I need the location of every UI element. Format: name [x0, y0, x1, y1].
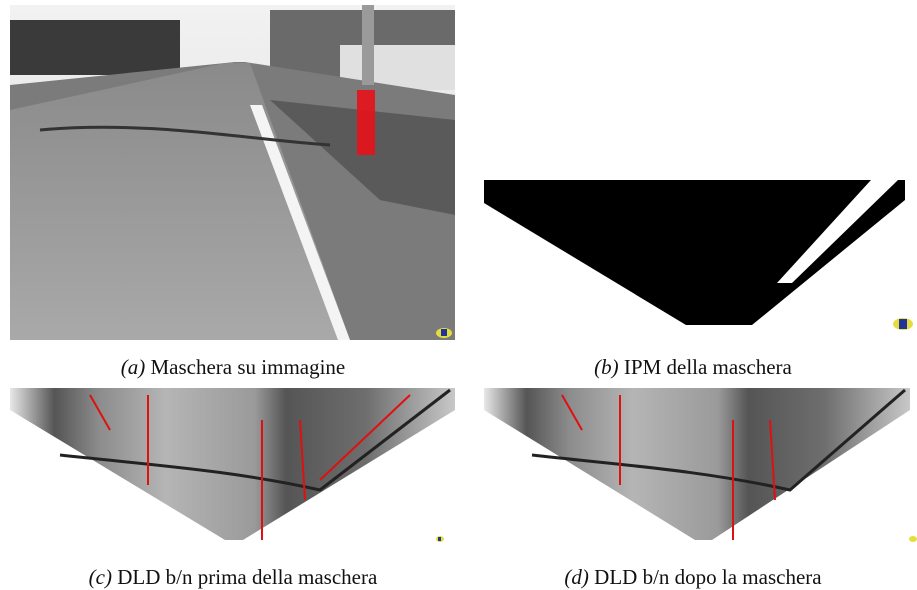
caption-label: (c): [89, 565, 112, 589]
image-a: [10, 5, 455, 340]
image-c: [10, 388, 455, 542]
caption-c: (c) DLD b/n prima della maschera: [89, 565, 378, 590]
caption-a: (a) Maschera su immagine: [121, 355, 346, 380]
image-b: [484, 180, 913, 330]
caption-text: Maschera su immagine: [150, 355, 345, 379]
caption-label: (d): [564, 565, 589, 589]
page: (a) Maschera su immagine (b) IPM della m…: [0, 0, 917, 590]
caption-text: IPM della maschera: [624, 355, 792, 379]
caption-text: DLD b/n dopo la maschera: [594, 565, 821, 589]
caption-text: DLD b/n prima della maschera: [117, 565, 377, 589]
image-d: [484, 388, 917, 542]
caption-b: (b) IPM della maschera: [594, 355, 792, 380]
caption-label: (a): [121, 355, 146, 379]
caption-label: (b): [594, 355, 619, 379]
figure-panels: [0, 0, 917, 590]
caption-d: (d) DLD b/n dopo la maschera: [564, 565, 821, 590]
